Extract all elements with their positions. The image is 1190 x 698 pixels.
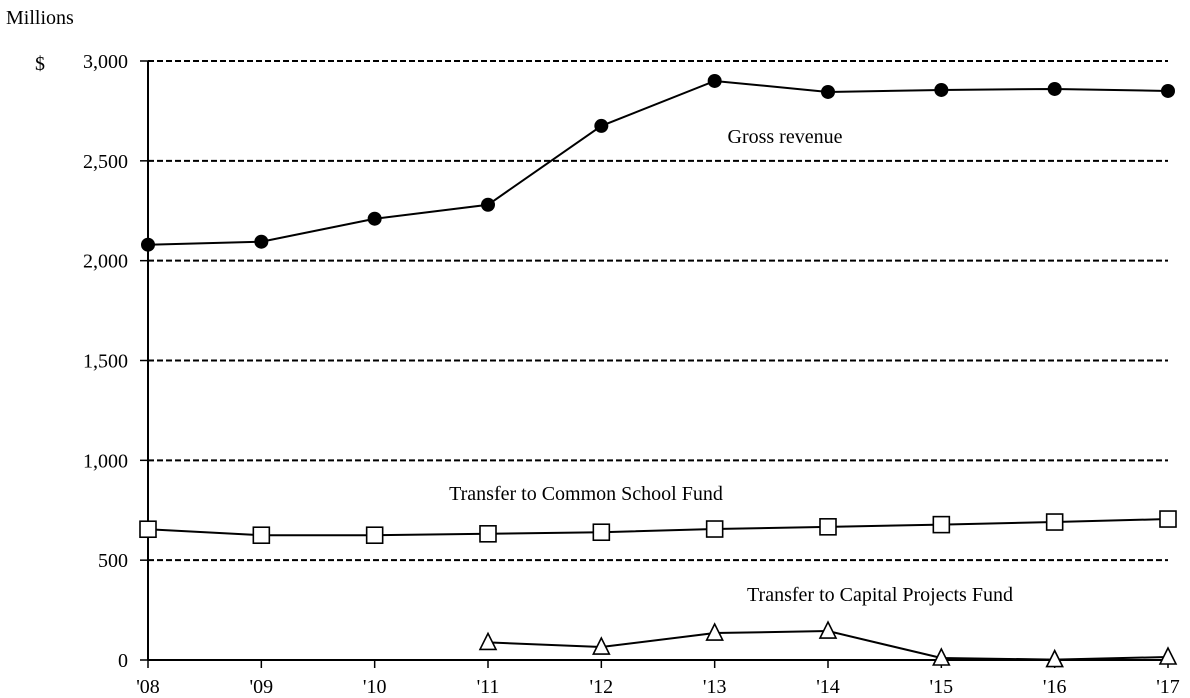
- x-tick-label: '17: [1156, 676, 1180, 698]
- data-point-square: [139, 520, 157, 539]
- data-point-circle: [707, 73, 722, 88]
- data-point-square: [365, 526, 384, 545]
- x-tick-label: '14: [816, 676, 840, 698]
- x-tick-label: '10: [363, 676, 387, 698]
- data-point-circle: [934, 82, 949, 97]
- data-point-square: [479, 525, 497, 543]
- data-point-circle: [594, 118, 609, 133]
- data-point-circle: [254, 234, 269, 249]
- data-point-triangle: [478, 631, 498, 651]
- data-point-triangle: [1045, 648, 1064, 668]
- x-tick-label: '09: [250, 676, 274, 698]
- series-line-0: [147, 79, 1169, 246]
- x-tick-label: '12: [590, 676, 614, 698]
- series-labels: Gross revenue Transfer to Common School …: [449, 126, 1013, 606]
- x-tick-labels: '08 '09 '10 '11 '12 '13 '14 '15 '16 '17: [136, 676, 1180, 698]
- data-point-triangle: [705, 622, 724, 641]
- data-point-triangle: [592, 636, 611, 655]
- data-point-circle: [1161, 83, 1175, 98]
- series-label-capital-projects-fund: Transfer to Capital Projects Fund: [747, 584, 1013, 606]
- data-point-circle: [367, 211, 382, 226]
- y-tick-labels: 0 500 1,000 1,500 2,000 2,500 3,000: [83, 51, 128, 672]
- gridlines: [148, 60, 1168, 562]
- y-tick-label: 500: [98, 550, 128, 572]
- y-tick-label: 0: [118, 650, 128, 672]
- y-currency-label: $: [35, 53, 45, 75]
- data-point-square: [252, 526, 271, 545]
- y-tick-label: 1,000: [83, 450, 128, 472]
- series-lines: [147, 79, 1169, 661]
- y-tick-label: 2,000: [83, 251, 128, 273]
- data-point-circle: [141, 237, 155, 252]
- data-point-square: [592, 523, 611, 542]
- y-tick-label: 1,500: [83, 351, 128, 373]
- data-point-square: [932, 515, 951, 534]
- series-line-1: [147, 518, 1169, 537]
- series-label-common-school-fund: Transfer to Common School Fund: [449, 483, 723, 505]
- data-point-square: [819, 518, 837, 536]
- axes: [140, 60, 1169, 668]
- x-tick-label: '16: [1043, 676, 1067, 698]
- data-point-circle: [821, 84, 835, 99]
- series-label-gross-revenue: Gross revenue: [728, 126, 843, 148]
- y-tick-label: 2,500: [83, 151, 128, 173]
- series-markers: [139, 73, 1178, 668]
- x-tick-label: '08: [136, 676, 160, 698]
- y-tick-label: 3,000: [83, 51, 128, 73]
- data-point-square: [705, 520, 724, 538]
- y-unit-label: Millions: [6, 7, 74, 29]
- data-point-circle: [1047, 81, 1062, 96]
- data-point-triangle: [932, 647, 951, 666]
- data-point-square: [1045, 513, 1064, 531]
- data-point-square: [1159, 510, 1177, 528]
- data-point-triangle: [1158, 646, 1178, 665]
- data-point-circle: [481, 197, 495, 212]
- x-tick-label: '15: [930, 676, 954, 698]
- x-tick-label: '13: [703, 676, 727, 698]
- data-point-triangle: [818, 620, 838, 639]
- x-tick-label: '11: [477, 676, 500, 698]
